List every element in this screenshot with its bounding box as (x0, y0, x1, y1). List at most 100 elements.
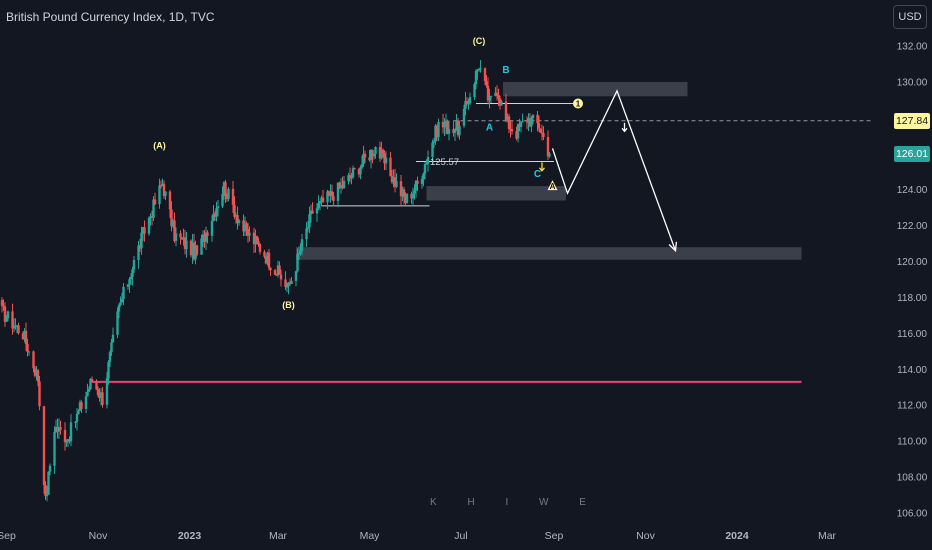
x-tick-label: Sep (545, 530, 564, 542)
candle-body (45, 494, 49, 497)
candle-body (180, 237, 184, 240)
candle-body (233, 204, 236, 217)
candle-body (137, 245, 140, 261)
candle-body (494, 92, 497, 97)
candle-body (138, 245, 142, 249)
currency-button[interactable]: USD (893, 5, 927, 29)
candle-body (27, 351, 31, 353)
candle-body (164, 191, 167, 196)
wave-label: C (534, 169, 541, 180)
candle-body (294, 271, 298, 281)
candle-body (96, 389, 100, 395)
candle-body (120, 298, 124, 303)
candle-body (68, 439, 71, 442)
candle-body (479, 68, 482, 70)
candle-body (26, 344, 29, 352)
candle-body (69, 422, 73, 442)
candle-body (320, 197, 323, 201)
candle-body (437, 121, 440, 138)
candle-body (119, 302, 122, 306)
candle-body (506, 116, 509, 121)
candle-body (171, 220, 175, 227)
supply-demand-zone (426, 186, 566, 201)
candle-body (105, 378, 109, 405)
candle-body (443, 126, 446, 128)
x-tick-label: Nov (89, 530, 108, 542)
candle-body (273, 270, 277, 275)
candle-body (362, 153, 365, 165)
candle-body (467, 103, 470, 105)
candle-body (290, 280, 293, 285)
candle-body (546, 136, 550, 157)
candle-body (542, 133, 545, 137)
candle-body (35, 370, 38, 376)
y-tick-label: 124.00 (897, 185, 928, 196)
candle-body (371, 149, 374, 157)
y-tick-label: 132.00 (897, 42, 928, 53)
candle-body (431, 142, 434, 158)
candle-body (122, 286, 125, 299)
candle-body (59, 427, 62, 430)
candle-body (21, 333, 25, 340)
candle-body (465, 100, 469, 104)
candle-body (468, 97, 472, 104)
candle-body (200, 238, 203, 255)
candle-body (411, 193, 415, 199)
candle-body (336, 182, 340, 201)
down-arrow-icon (539, 167, 545, 172)
candle-body (392, 177, 395, 183)
candle-body (318, 200, 322, 204)
candle-body (161, 183, 164, 186)
projection-path (551, 89, 677, 251)
candle-body (252, 232, 256, 245)
candle-body (287, 282, 290, 287)
candle-body (279, 274, 283, 280)
candle-body (464, 100, 467, 109)
candle-body (23, 330, 26, 340)
y-tick-label: 114.00 (897, 365, 927, 376)
candle-body (47, 471, 50, 495)
candle-body (444, 120, 448, 127)
candle-body (24, 330, 28, 345)
y-tick-label: 122.00 (897, 221, 928, 232)
candle-body (276, 265, 280, 276)
candle-body (528, 118, 532, 127)
candle-body (95, 381, 98, 390)
candle-body (369, 149, 373, 161)
candle-body (63, 429, 67, 442)
candle-body (36, 370, 40, 382)
candle-body (263, 251, 266, 257)
candle-body (243, 223, 247, 232)
candle-body (446, 120, 449, 134)
candle-body (410, 193, 413, 199)
candle-body (11, 311, 14, 329)
x-tick-label: 2023 (178, 530, 202, 542)
candle-body (182, 237, 185, 240)
candle-body (285, 286, 289, 288)
candle-body (242, 220, 245, 232)
candle-body (213, 213, 217, 217)
candle-body (255, 236, 259, 242)
candle-body (38, 381, 41, 407)
candle-body (363, 153, 367, 158)
candle-body (426, 157, 430, 164)
x-tick-label: 2024 (725, 530, 749, 542)
candle-body (158, 185, 161, 205)
candle-body (212, 213, 215, 221)
candle-body (42, 406, 46, 486)
candle-body (5, 318, 8, 322)
candle-body (116, 311, 119, 335)
candle-body (342, 181, 346, 189)
candle-body (504, 101, 508, 121)
supply-demand-zone (296, 247, 802, 260)
candle-body (107, 361, 110, 379)
candle-body (527, 118, 530, 123)
candle-body (288, 282, 292, 285)
candle-body (173, 220, 176, 241)
candle-body (453, 130, 457, 133)
candle-body (227, 188, 230, 199)
candle-body (254, 236, 257, 245)
candle-body (327, 191, 331, 196)
candle-body (530, 117, 533, 127)
